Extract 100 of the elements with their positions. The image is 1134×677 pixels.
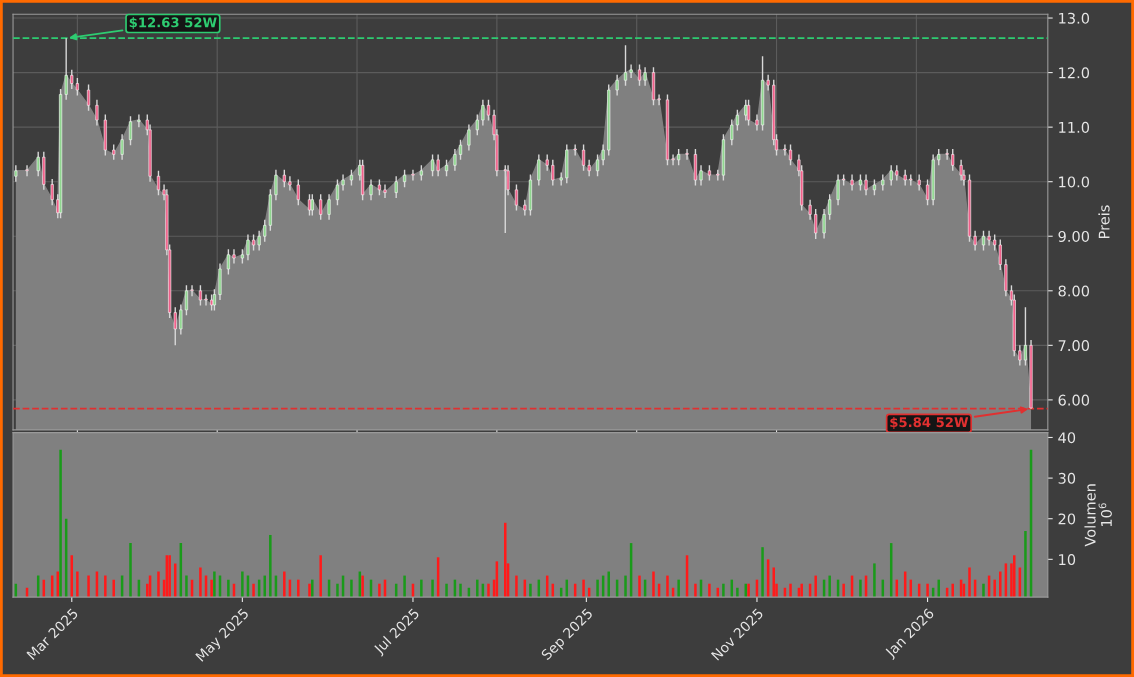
bar [104,575,107,598]
bar [582,579,585,598]
candlestick [467,123,471,152]
candlestick [458,138,463,161]
bar [157,571,160,598]
candlestick [274,168,278,201]
candlestick [788,143,793,167]
candlestick [503,164,507,234]
bar [638,575,641,598]
bar [800,583,803,598]
candlestick [744,99,748,122]
bar [185,575,188,598]
bar [1024,530,1027,598]
candlestick [699,164,703,187]
bar [173,563,177,598]
candlestick [87,83,91,112]
candlestick [926,178,930,206]
bar [459,583,462,598]
candlestick [179,303,183,336]
bar [504,522,507,598]
bar [336,583,339,598]
candlestick [128,115,133,146]
candlestick [573,143,577,157]
bar [761,547,764,598]
y-tick-label: 11.0 [1059,121,1090,133]
candlestick [959,159,963,182]
bar [112,579,115,598]
candlestick [383,183,387,199]
bar [772,567,775,598]
candlestick [436,153,440,177]
candlestick [889,164,893,187]
y-tick-label: 10.0 [1059,176,1090,188]
bar [722,583,725,598]
bar [210,579,213,598]
candlestick [864,173,868,197]
bar [241,571,244,598]
bar [596,579,599,598]
candlestick [945,148,949,161]
bar [283,571,286,598]
candlestick [596,153,600,177]
candlestick [671,153,675,167]
bar [129,543,132,598]
bar [227,579,230,598]
bar [999,571,1002,598]
candlestick [204,293,208,307]
ref-line-label: $5.84 52W [890,416,969,429]
bar [666,575,669,598]
bar [529,583,532,598]
candlestick [257,230,261,252]
candlestick [411,168,415,182]
candlestick [629,63,633,79]
candlestick [951,148,955,172]
candlestick [431,153,435,177]
candlestick [137,113,141,128]
bar [269,534,272,598]
bar [263,575,266,598]
candlestick [637,63,642,87]
candlestick [120,133,124,161]
bar [708,583,711,598]
candlestick [95,99,99,127]
bar [951,583,954,598]
candlestick [156,170,161,197]
bar [76,571,79,598]
bar [859,579,862,598]
candlestick [814,208,818,240]
y-tick-label: 20 [1058,513,1076,525]
bar [926,583,929,598]
candlestick [232,248,236,265]
y-tick-label: 12.0 [1059,67,1090,79]
y-axis-title: Preis [1098,205,1110,239]
bar [652,571,655,598]
bar [993,579,996,598]
candlestick [643,66,647,87]
candlestick [808,198,812,221]
candlestick [836,173,840,206]
bar [403,575,406,598]
candlestick [36,150,40,177]
candlestick [981,230,986,252]
candlestick [987,230,991,247]
candlestick [319,193,323,221]
candlestick [288,175,292,192]
candlestick [25,164,29,177]
y-tick-label: 9.00 [1058,230,1090,242]
bar [308,583,311,598]
candlestick [514,183,518,212]
candlestick [828,193,832,221]
candlestick [226,248,230,276]
y-tick-label: 8.00 [1058,285,1090,297]
bar [59,449,62,598]
bar [624,575,627,598]
candlestick [246,233,250,261]
candlestick [559,171,563,187]
candlestick [327,193,331,221]
candlestick [310,193,314,217]
candlestick [335,178,339,206]
candlestick [184,284,188,317]
bar [1013,555,1016,598]
candlestick [747,99,751,127]
candlestick [296,178,300,206]
candlestick [50,178,54,206]
